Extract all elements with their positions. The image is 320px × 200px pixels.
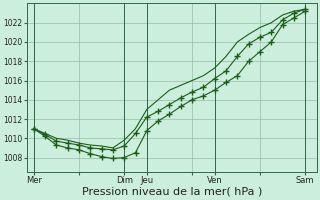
X-axis label: Pression niveau de la mer( hPa ): Pression niveau de la mer( hPa ) (82, 187, 262, 197)
